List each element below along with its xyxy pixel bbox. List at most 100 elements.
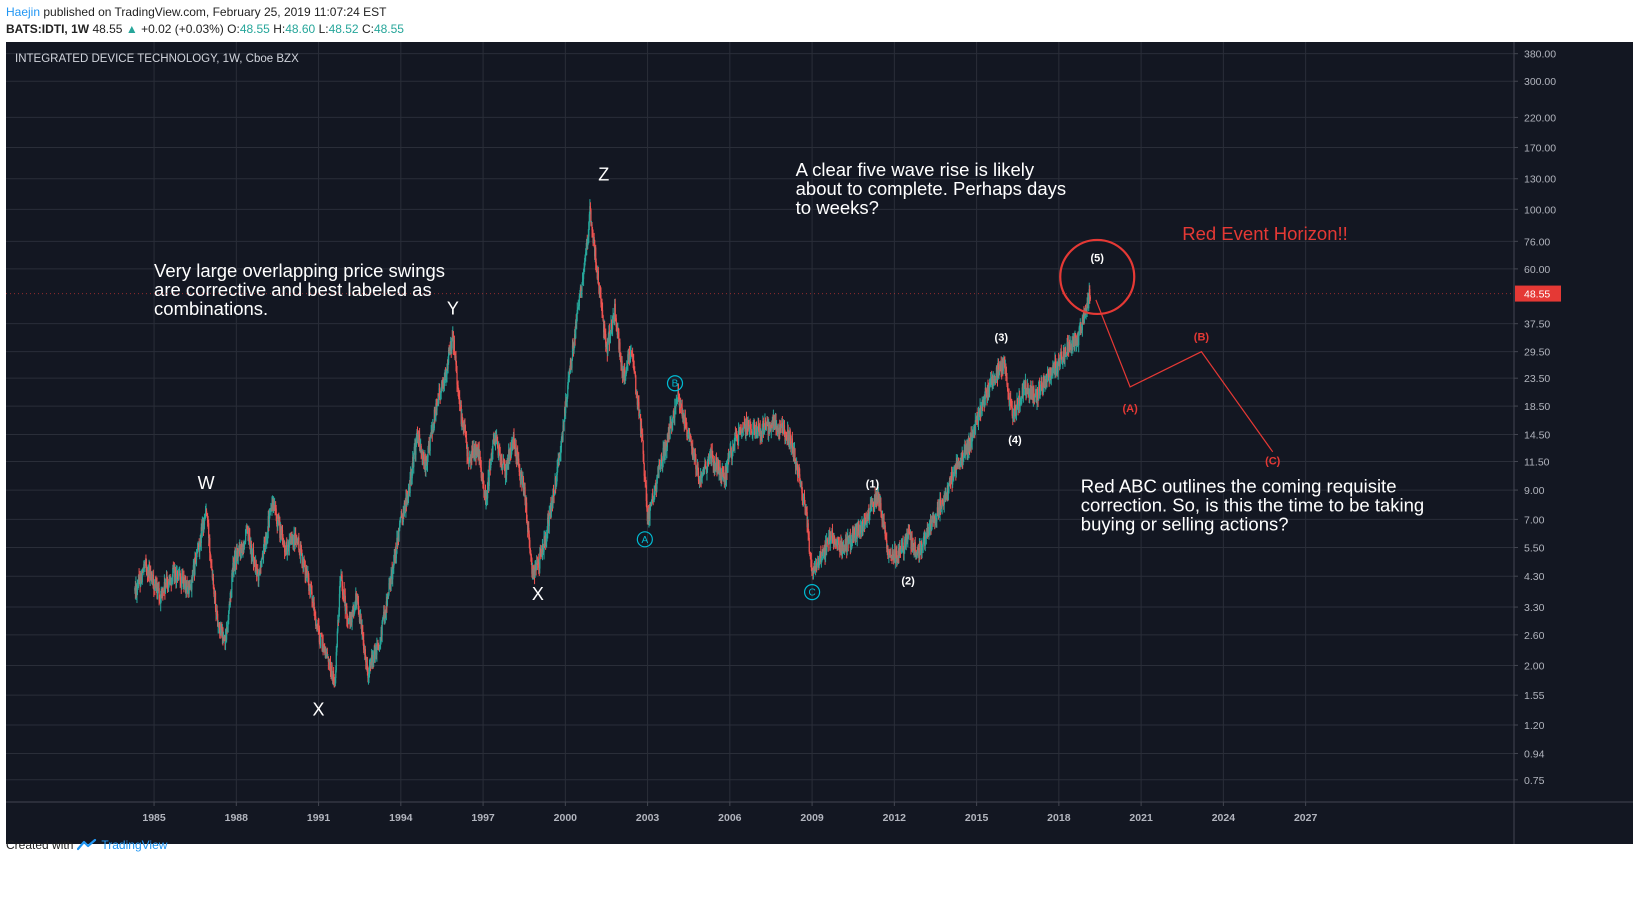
candle-body — [203, 517, 206, 525]
candle-body — [776, 426, 778, 432]
candle-body — [925, 537, 927, 540]
candle-body — [736, 432, 738, 437]
candle-body — [766, 423, 768, 425]
candle-body — [950, 472, 952, 483]
candle-body — [211, 569, 213, 579]
time-tick-label: 2009 — [800, 812, 824, 824]
candle-body — [521, 478, 524, 484]
candle-body — [880, 503, 882, 512]
candle-body — [780, 426, 782, 428]
candle-body — [163, 591, 165, 593]
candle-body — [887, 545, 889, 555]
chart-container[interactable]: W X Y X Z A B C (1) (2) (3) (4) (5) (A) (B) (C) Very lar… — [6, 42, 1633, 844]
candle-body — [885, 536, 887, 538]
candle-body — [171, 578, 173, 585]
candle-body — [942, 498, 944, 502]
candle-body — [323, 647, 325, 651]
candle-body — [669, 421, 671, 439]
candle-body — [319, 632, 322, 647]
candle-body — [199, 541, 201, 548]
candle-body — [741, 429, 743, 434]
candle-body — [177, 579, 179, 581]
candle-body — [823, 548, 825, 554]
time-axis[interactable]: 1985 1988 1991 1994 1997 2000 2003 2006 2009 2012… — [6, 801, 1633, 824]
candle-body — [982, 400, 984, 406]
candle-body — [676, 401, 679, 403]
candle-body — [831, 530, 834, 538]
candle-body — [345, 604, 347, 612]
candle-body — [158, 588, 160, 601]
candle-body — [729, 455, 731, 457]
candle-body — [259, 565, 261, 574]
candle-body — [314, 610, 316, 613]
price-axis[interactable]: 380.00 300.00 220.00 170.00 130.00 100.00 76.0… — [6, 42, 1561, 844]
candle-body — [858, 520, 860, 532]
candle-body — [560, 447, 562, 454]
candle-body — [1002, 361, 1004, 371]
candle-body — [651, 496, 653, 500]
candle-body — [633, 368, 635, 372]
candle-body — [196, 552, 198, 555]
candle-body — [457, 384, 459, 389]
candle-body — [886, 540, 888, 549]
price-chart[interactable]: W X Y X Z A B C (1) (2) (3) (4) (5) (A) (B) (C) Very lar… — [6, 42, 1633, 844]
candle-body — [529, 540, 531, 549]
candle-body — [1013, 414, 1015, 417]
candle-body — [382, 616, 384, 619]
candle-body — [1022, 387, 1024, 397]
candle-body — [959, 462, 962, 464]
candle-body — [580, 287, 582, 294]
candle-body — [380, 630, 382, 642]
candle-body — [344, 595, 346, 612]
candle-body — [268, 513, 270, 528]
candle-body — [672, 417, 674, 423]
candle-body — [374, 647, 376, 659]
candle-body — [529, 548, 531, 555]
candle-body — [861, 521, 864, 531]
candle-body — [871, 500, 873, 502]
candle-body — [842, 543, 844, 550]
candle-body — [939, 497, 942, 510]
candle-body — [794, 448, 796, 460]
time-tick-label: 2012 — [883, 812, 907, 824]
candle-body — [1089, 289, 1091, 297]
candle-body — [866, 522, 868, 525]
candle-body — [269, 508, 271, 511]
author-link[interactable]: Haejin — [6, 5, 41, 19]
tradingview-link[interactable]: TradingView — [101, 838, 168, 852]
candle-body — [194, 558, 197, 560]
candle-body — [1011, 407, 1013, 416]
candle-body — [736, 436, 739, 441]
candle-body — [692, 446, 694, 460]
candle-body — [632, 354, 634, 360]
candle-body — [168, 582, 170, 585]
candle-body — [318, 628, 321, 643]
candle-body — [790, 441, 792, 449]
candle-body — [585, 252, 587, 256]
candle-body — [1017, 402, 1020, 408]
candle-body — [701, 478, 703, 480]
candle-body — [948, 480, 951, 483]
candle-body — [509, 449, 511, 463]
candle-body — [819, 554, 821, 563]
candle-body — [365, 658, 367, 663]
time-tick-label: 1988 — [225, 812, 249, 824]
candle-body — [469, 457, 471, 462]
candle-body — [480, 461, 482, 468]
candle-body — [596, 267, 598, 269]
candle-body — [553, 492, 555, 496]
candle-body — [398, 531, 400, 542]
chart-annotation: buying or selling actions? — [1081, 514, 1289, 535]
candle-body — [499, 454, 501, 463]
candle-body — [650, 499, 653, 505]
candle-body — [576, 314, 578, 323]
candle-body — [894, 549, 896, 563]
candle-body — [628, 351, 631, 363]
candle-body — [539, 552, 541, 569]
candle-body — [697, 471, 700, 482]
candle-body — [447, 362, 449, 369]
candle-body — [998, 364, 1001, 370]
candle-body — [229, 592, 231, 605]
candle-body — [626, 362, 628, 366]
candle-body — [624, 376, 626, 378]
